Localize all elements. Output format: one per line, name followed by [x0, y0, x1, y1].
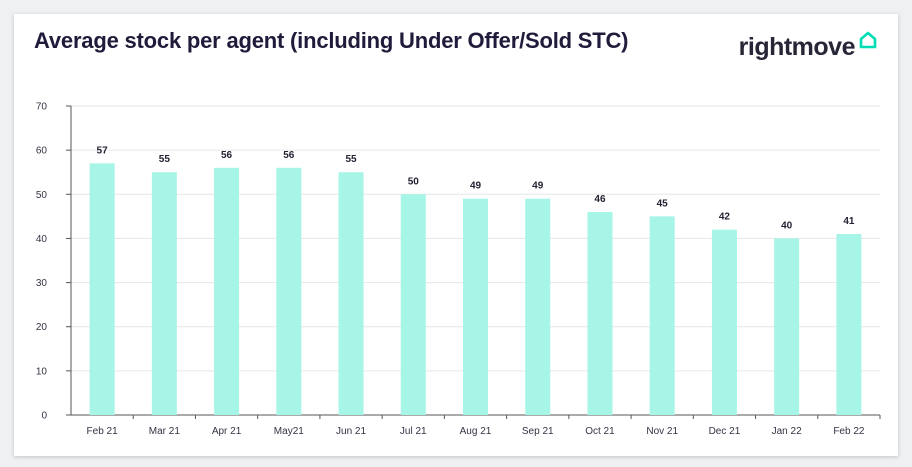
x-tick-label: Oct 21	[585, 426, 615, 437]
x-tick-label: Mar 21	[149, 426, 181, 437]
bar	[525, 198, 551, 415]
bar	[463, 198, 488, 415]
y-tick-label: 30	[36, 278, 48, 289]
data-label: 57	[97, 145, 109, 156]
bar	[587, 211, 613, 415]
bar	[836, 234, 862, 415]
bar	[649, 216, 675, 415]
y-tick-label: 10	[36, 366, 48, 377]
logo-text: rightmove	[738, 33, 856, 61]
bar	[214, 167, 240, 415]
y-tick-label: 50	[36, 190, 48, 201]
chart-card: Average stock per agent (including Under…	[14, 14, 898, 456]
data-label: 41	[843, 216, 855, 227]
bar	[89, 163, 115, 415]
x-tick-label: Feb 22	[833, 426, 865, 437]
data-label: 49	[470, 181, 482, 192]
data-label: 56	[283, 150, 295, 161]
x-tick-label: Jul 21	[400, 426, 427, 437]
house-icon	[859, 31, 877, 49]
bar	[711, 229, 737, 415]
rightmove-logo: rightmove	[739, 30, 878, 62]
chart-title: Average stock per agent (including Under…	[34, 28, 629, 53]
y-tick-label: 20	[36, 322, 48, 333]
data-label: 46	[594, 194, 606, 205]
bar	[151, 172, 177, 415]
bar-chart: 0 10 20 30 40 50 60 70 57 Feb 21 55 Mar 21 56 Apr 21 5…	[36, 102, 881, 437]
x-tick-label: Nov 21	[646, 426, 678, 437]
data-label: 40	[781, 220, 793, 231]
data-label: 42	[719, 212, 731, 223]
data-label: 55	[159, 154, 171, 165]
data-label: 50	[408, 176, 420, 187]
x-tick-label: Sep 21	[522, 426, 554, 437]
data-label: 56	[221, 150, 233, 161]
data-label: 49	[532, 181, 544, 192]
y-tick-label: 70	[36, 102, 48, 113]
data-label: 45	[657, 198, 669, 209]
y-tick-label: 0	[41, 411, 47, 422]
bar	[276, 167, 302, 415]
x-tick-label: Apr 21	[212, 426, 242, 437]
bar	[400, 194, 426, 415]
x-tick-label: Aug 21	[460, 426, 492, 437]
y-tick-label: 40	[36, 234, 48, 245]
x-tick-label: Jan 22	[772, 426, 802, 437]
x-tick-label: Feb 21	[87, 426, 119, 437]
data-label: 55	[345, 154, 357, 165]
y-tick-label: 60	[36, 146, 48, 157]
x-tick-label: Jun 21	[336, 426, 366, 437]
x-tick-label: Dec 21	[709, 426, 741, 437]
bar	[774, 238, 800, 415]
bar	[338, 172, 364, 415]
x-tick-label: May21	[274, 426, 304, 437]
